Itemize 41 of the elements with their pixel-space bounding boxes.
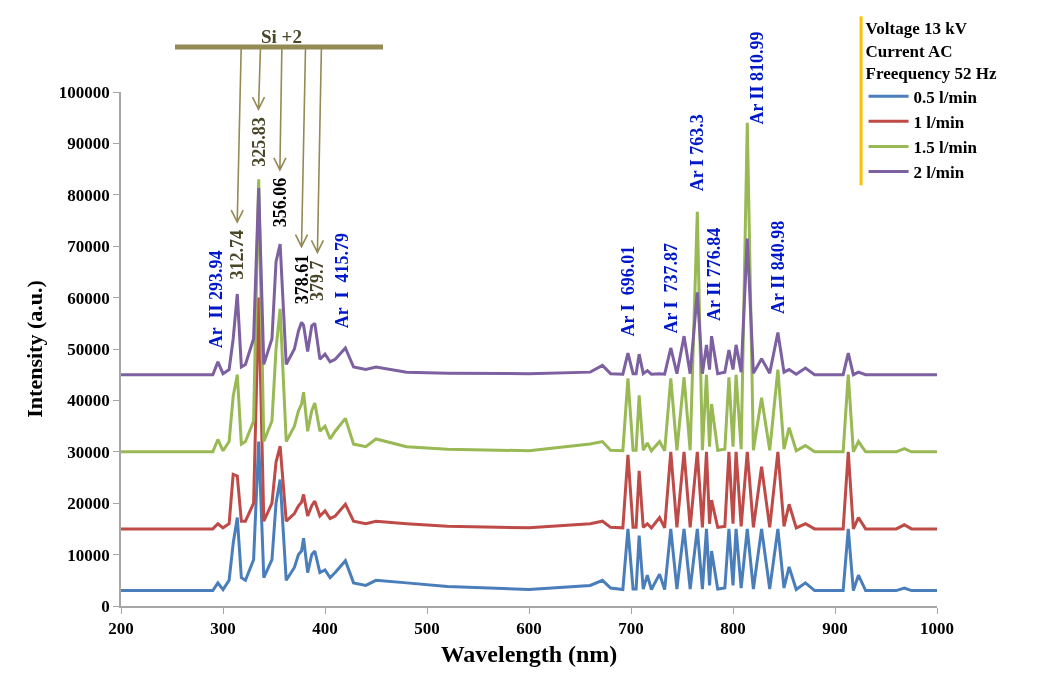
annotation: Ar I 763.3 xyxy=(686,114,707,192)
x-tick-label: 200 xyxy=(108,619,134,639)
y-tick-label: 10000 xyxy=(67,545,110,565)
y-tick-label: 80000 xyxy=(67,185,110,205)
legend-label: 1 l/min xyxy=(913,112,965,132)
y-tick-label: 30000 xyxy=(67,442,110,462)
x-tick-label: 300 xyxy=(210,619,236,639)
x-tick-label: 800 xyxy=(720,619,746,639)
y-axis-title: Intensity (a.u.) xyxy=(22,280,48,418)
text: Si +2 xyxy=(261,26,302,47)
y-tick-label: 40000 xyxy=(67,391,110,411)
annotation: 356.06 xyxy=(269,177,290,228)
x-tick-label: 400 xyxy=(312,619,338,639)
annotation: Ar I 696.01 xyxy=(618,245,639,337)
y-tick-label: 100000 xyxy=(58,82,110,102)
annotation: Ar II 293.94 xyxy=(206,250,227,349)
x-tick-label: 600 xyxy=(516,619,542,639)
x-tick-label: 500 xyxy=(414,619,440,639)
x-tick-label: 900 xyxy=(822,619,848,639)
line-series xyxy=(121,440,937,593)
annotation: 379.7 xyxy=(307,260,328,301)
legend-label: 2 l/min xyxy=(913,163,965,183)
legend-label: 1.5 l/min xyxy=(913,138,978,158)
y-tick-label: 0 xyxy=(101,596,110,616)
x-axis-title: Wavelength (nm) xyxy=(440,640,618,667)
annotation: Ar II 810.99 xyxy=(746,31,767,125)
y-tick-label: 90000 xyxy=(67,134,110,154)
y-tick-label: 50000 xyxy=(67,339,110,359)
legend-title: Voltage 13 kV Current AC Freequency 52 Hz xyxy=(865,19,997,83)
annotation: Ar II 776.84 xyxy=(704,227,725,322)
annotation: Ar I 737.87 xyxy=(661,242,682,334)
legend-label: 0.5 l/min xyxy=(913,87,978,107)
annotation: Ar I 415.79 xyxy=(332,232,353,329)
y-tick-label: 60000 xyxy=(67,288,110,308)
annotation: 312.74 xyxy=(227,230,248,280)
x-tick-label: 1000 xyxy=(920,619,954,639)
annotation: Ar II 840.98 xyxy=(767,220,788,314)
y-tick-label: 70000 xyxy=(67,237,110,257)
y-tick-label: 20000 xyxy=(67,494,110,514)
x-tick-label: 700 xyxy=(618,619,644,639)
annotation: 325.83 xyxy=(248,117,269,167)
